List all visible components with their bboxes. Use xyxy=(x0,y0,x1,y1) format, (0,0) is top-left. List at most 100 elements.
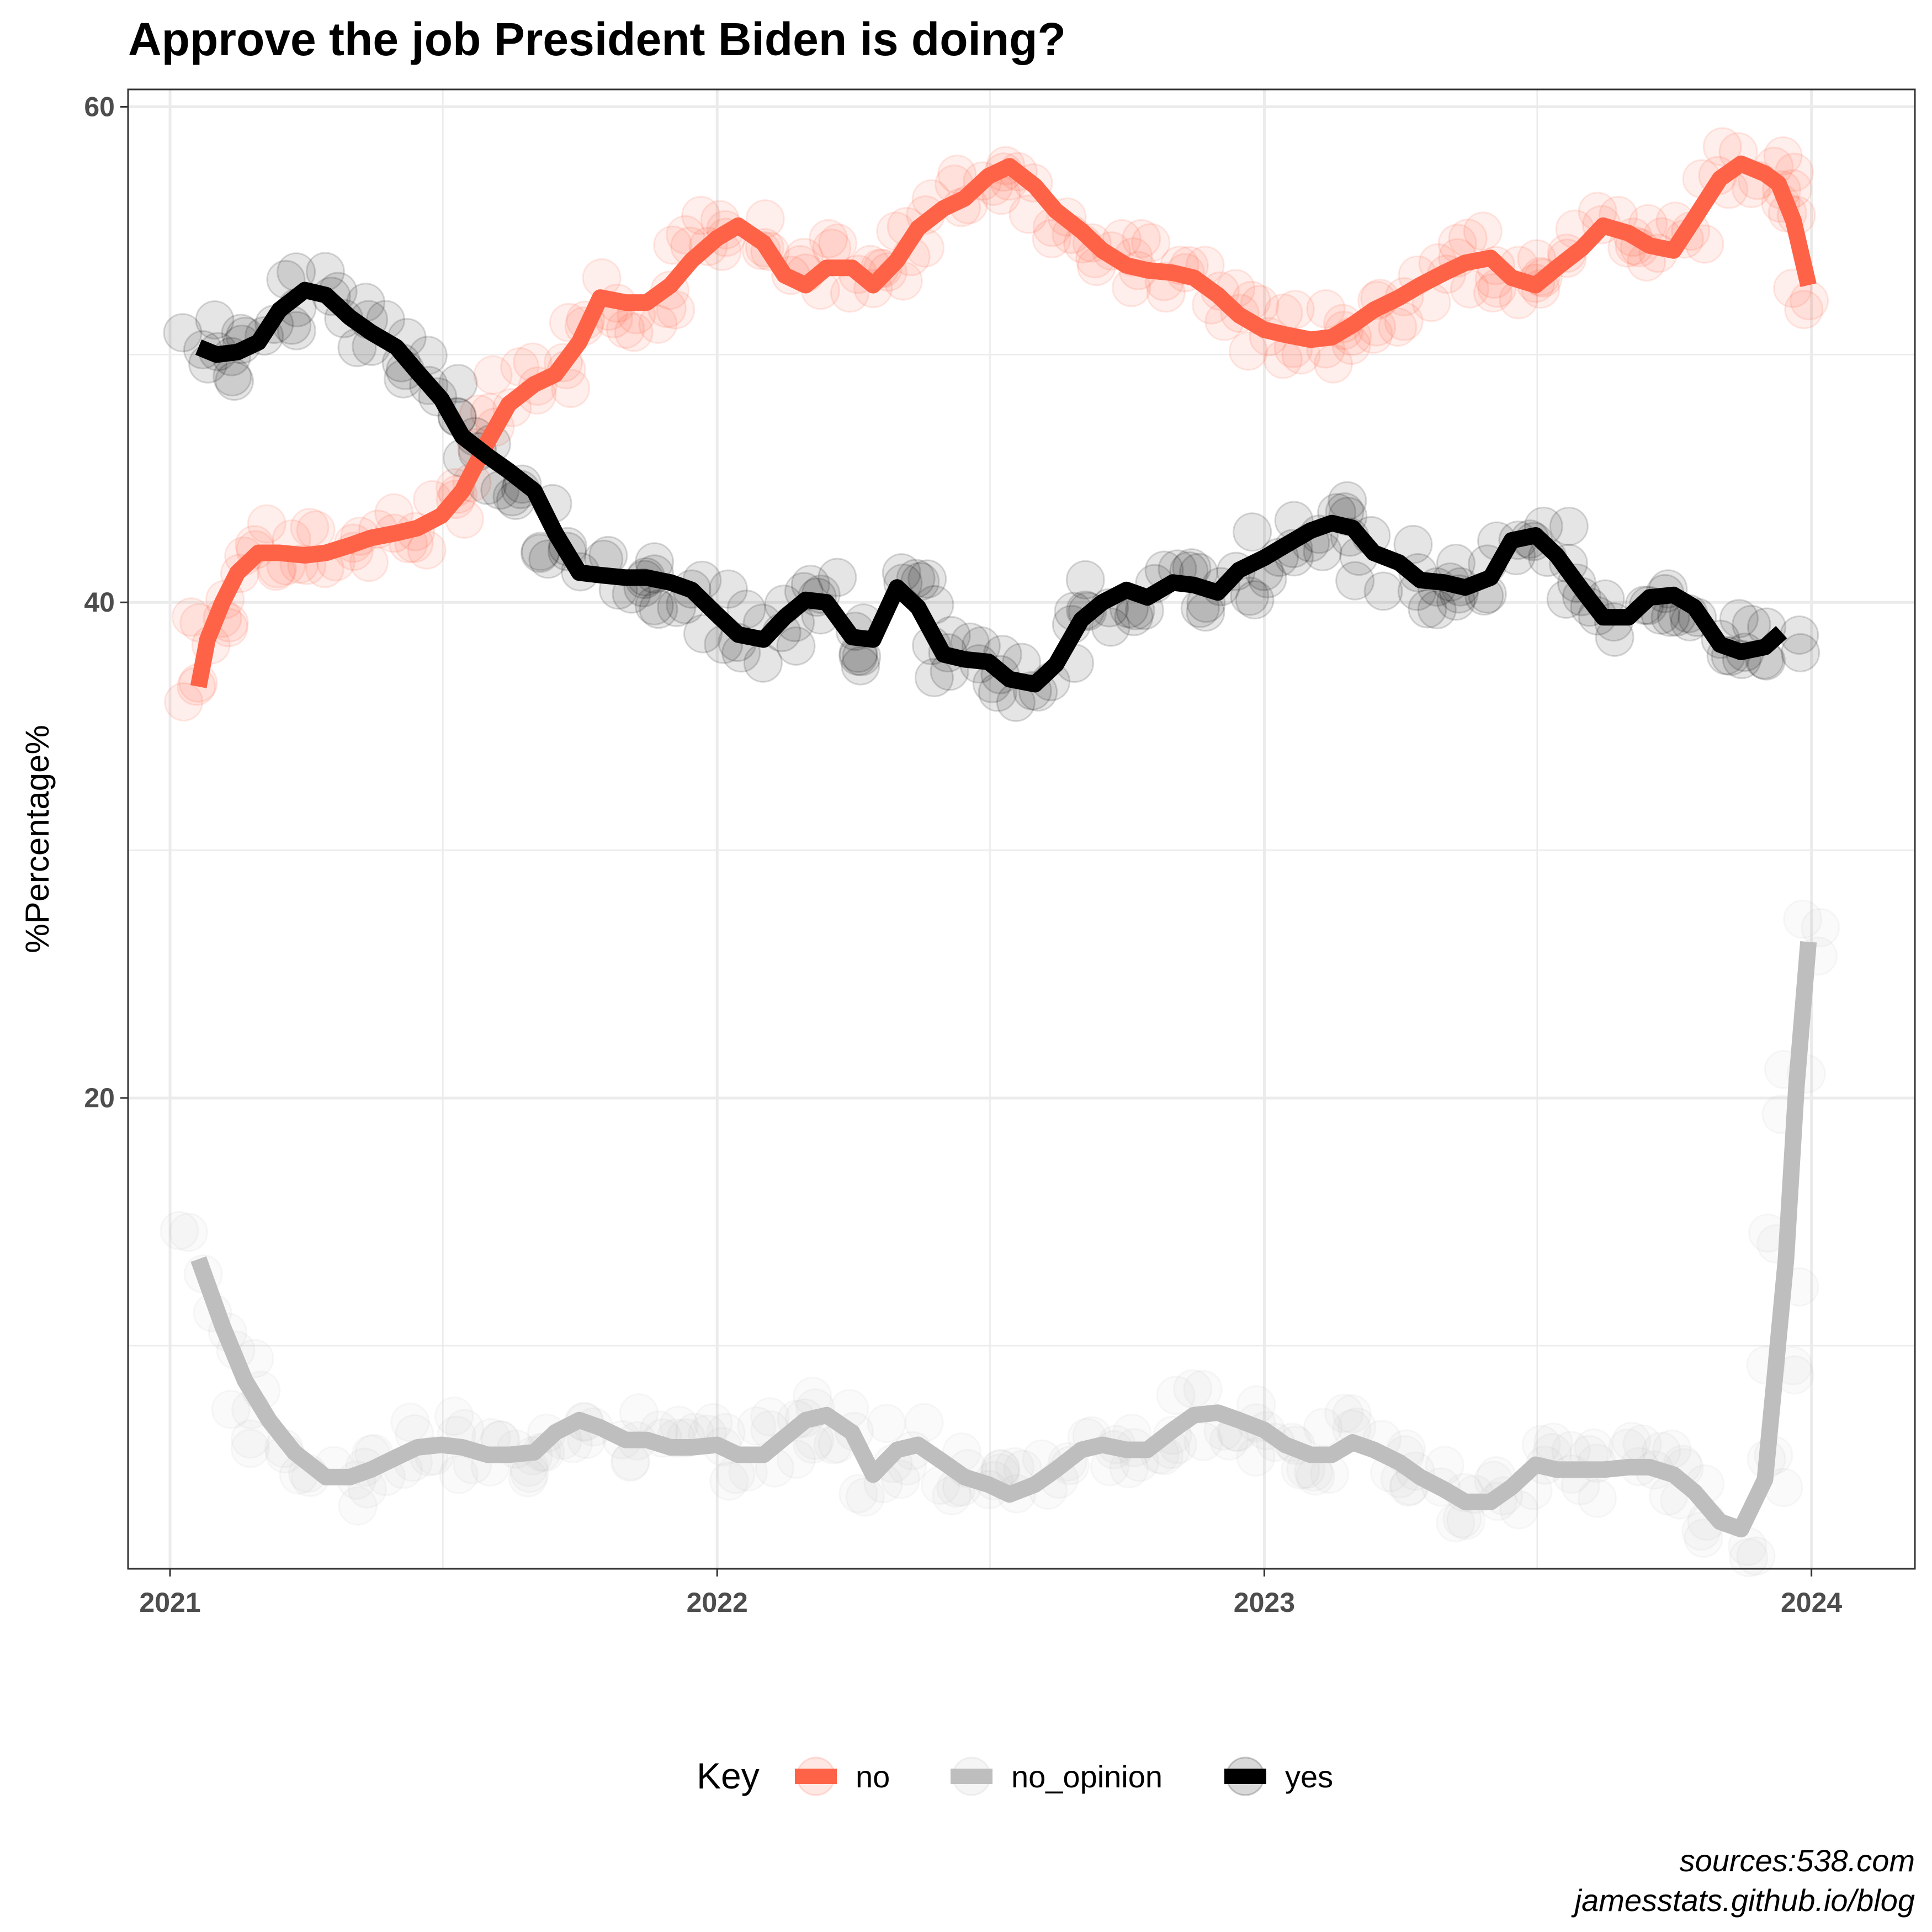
data-point-yes xyxy=(1235,580,1275,620)
data-point-no_opinion xyxy=(737,1406,777,1446)
data-point-no_opinion xyxy=(1578,1478,1617,1518)
data-point-yes xyxy=(1408,589,1447,629)
data-point-yes xyxy=(438,364,478,404)
data-point-no_opinion xyxy=(1801,907,1840,947)
data-point-no_opinion xyxy=(904,1403,944,1442)
data-point-no xyxy=(1702,127,1742,167)
data-point-no_opinion xyxy=(1332,1394,1372,1434)
legend: Key no no_opinion yes xyxy=(697,1755,1333,1796)
data-point-yes xyxy=(708,569,748,609)
data-point-no_opinion xyxy=(231,1419,270,1459)
data-point-no_opinion xyxy=(776,1439,816,1479)
data-point-no_opinion xyxy=(610,1442,650,1482)
data-point-no xyxy=(1473,273,1512,313)
data-point-yes xyxy=(639,590,678,629)
data-point-yes xyxy=(163,313,203,353)
data-point-no xyxy=(1790,281,1829,321)
data-point-no xyxy=(473,355,513,395)
series-line-yes xyxy=(195,282,1787,693)
data-point-no xyxy=(681,195,721,235)
series-line-no xyxy=(190,155,1817,688)
data-point-yes xyxy=(907,559,947,599)
data-point-no_opinion xyxy=(230,1429,270,1468)
legend-title: Key xyxy=(697,1755,760,1796)
x-tick-label: 2024 xyxy=(1781,1587,1842,1618)
data-point-yes xyxy=(1393,524,1433,564)
x-tick-label: 2022 xyxy=(687,1587,748,1618)
caption-blog: jamesstats.github.io/blog xyxy=(1571,1883,1915,1918)
data-point-yes xyxy=(1065,560,1105,599)
data-point-yes xyxy=(195,300,235,340)
x-tick-label: 2021 xyxy=(139,1587,200,1618)
caption-source: sources:538.com xyxy=(1680,1843,1915,1878)
data-point-no_opinion xyxy=(1729,1538,1769,1578)
data-point-no xyxy=(614,312,654,352)
data-point-yes xyxy=(1781,633,1820,672)
data-point-no xyxy=(1131,223,1171,263)
data-point-no_opinion xyxy=(845,1477,885,1517)
data-point-no xyxy=(1378,307,1418,347)
data-point-yes xyxy=(914,658,954,698)
trend-lines xyxy=(190,155,1817,1538)
data-point-no_opinion xyxy=(211,1389,251,1429)
data-point-no xyxy=(164,682,204,721)
data-point-yes xyxy=(841,646,880,686)
data-point-no xyxy=(1784,290,1824,330)
data-point-yes xyxy=(1230,576,1270,616)
data-point-yes xyxy=(1549,506,1589,546)
data-point-yes xyxy=(277,311,316,351)
data-point-no_opinion xyxy=(1183,1421,1223,1461)
data-point-no_opinion xyxy=(160,1211,199,1250)
data-point-no xyxy=(809,219,848,258)
y-tick-label: 20 xyxy=(84,1082,115,1113)
data-point-no_opinion xyxy=(709,1461,749,1501)
data-point-yes xyxy=(683,614,723,654)
legend-label-no: no xyxy=(856,1759,890,1794)
data-point-no xyxy=(290,508,330,548)
data-point-yes xyxy=(1233,512,1272,552)
data-point-no xyxy=(1463,211,1503,251)
data-point-no_opinion xyxy=(867,1404,906,1443)
data-point-no xyxy=(1229,331,1268,371)
data-point-no_opinion xyxy=(880,1459,920,1499)
data-point-no_opinion xyxy=(168,1213,208,1252)
data-point-yes xyxy=(1417,590,1457,629)
y-axis-title: %Percentage% xyxy=(19,725,56,953)
data-point-no_opinion xyxy=(434,1396,474,1436)
data-point-no xyxy=(247,504,286,544)
data-point-no_opinion xyxy=(1783,899,1823,939)
data-point-no xyxy=(1763,136,1803,176)
data-point-no xyxy=(1122,219,1161,258)
data-point-no xyxy=(1306,289,1346,328)
axes: 20 40 60 2021 2022 2023 2024 xyxy=(84,91,1842,1618)
data-point-no_opinion xyxy=(1236,1437,1276,1477)
data-point-no xyxy=(1009,194,1048,234)
data-point-no xyxy=(653,225,693,265)
data-point-yes xyxy=(776,626,816,666)
data-point-no xyxy=(666,215,705,254)
data-point-yes xyxy=(1091,607,1130,647)
data-point-no_opinion xyxy=(1303,1408,1343,1447)
plot-background xyxy=(128,89,1915,1569)
data-point-yes xyxy=(1719,599,1759,639)
plot-border xyxy=(127,88,1916,1570)
data-point-yes xyxy=(1363,571,1403,611)
data-point-no_opinion xyxy=(1684,1519,1723,1558)
data-point-no_opinion xyxy=(338,1486,378,1526)
data-point-no_opinion xyxy=(838,1474,878,1514)
data-point-yes xyxy=(818,558,857,597)
data-point-no_opinion xyxy=(1156,1376,1196,1415)
legend-label-no_opinion: no_opinion xyxy=(1011,1759,1163,1794)
data-point-no xyxy=(296,510,336,550)
x-tick-label: 2023 xyxy=(1234,1587,1295,1618)
data-point-no_opinion xyxy=(1736,1536,1776,1576)
data-point-no xyxy=(1032,219,1071,258)
data-point-no_opinion xyxy=(390,1403,430,1442)
series-line-no_opinion xyxy=(190,941,1817,1538)
data-point-yes xyxy=(215,361,254,401)
data-point-no_opinion xyxy=(750,1397,790,1437)
y-tick-label: 60 xyxy=(84,91,115,122)
grid xyxy=(128,89,1915,1569)
chart-title: Approve the job President Biden is doing… xyxy=(128,13,1066,65)
